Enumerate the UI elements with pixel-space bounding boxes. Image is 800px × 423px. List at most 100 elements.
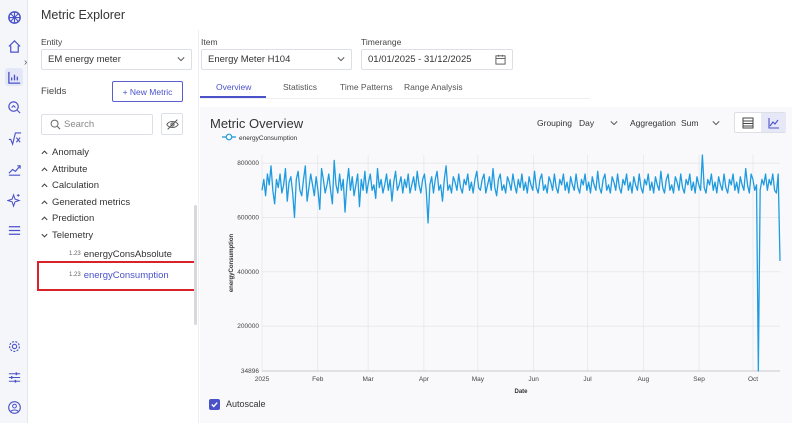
tab-range-analysis[interactable]: Range Analysis: [404, 82, 463, 92]
aggregation-label: Aggregation: [630, 118, 676, 128]
tree-group-prediction[interactable]: Prediction: [40, 211, 94, 225]
chart-title: Metric Overview: [210, 116, 304, 131]
active-tab-indicator: [200, 96, 266, 98]
home-icon[interactable]: [5, 37, 23, 55]
chart-axes: 34896 200000 400000 600000 800000 2025 Feb Mar A…: [237, 160, 780, 383]
sqrt-icon[interactable]: [5, 129, 23, 147]
search-input[interactable]: [64, 117, 150, 132]
chart-panel: [200, 107, 792, 423]
numeric-type-badge: 1.23: [69, 272, 81, 278]
tab-statistics[interactable]: Statistics: [283, 82, 318, 92]
tree-group-label: Telemetry: [52, 229, 94, 241]
x-tick-label: Feb: [312, 376, 324, 383]
chevron-down-icon: [610, 121, 618, 126]
legend-marker: [225, 133, 233, 141]
chevron-up-icon: [41, 199, 48, 204]
tree-group-calculation[interactable]: Calculation: [40, 178, 99, 192]
search-analytics-icon[interactable]: [5, 98, 23, 116]
y-axis-title: energyConsumption: [229, 234, 235, 293]
x-tick-label: 2025: [255, 376, 270, 383]
field-energy-consumption[interactable]: 1.23 energyConsumption: [69, 268, 169, 282]
gear-icon[interactable]: [5, 337, 23, 355]
toggle-hidden-fields-button[interactable]: [161, 113, 183, 135]
aggregation-value: Sum: [681, 118, 699, 128]
legend-series-label: energyConsumption: [239, 135, 298, 142]
chevron-down-icon: [177, 57, 185, 62]
field-energy-cons-absolute[interactable]: 1.23 energyConsAbsolute: [69, 247, 172, 261]
y-tick-label: 400000: [237, 269, 259, 276]
tree-group-attribute[interactable]: Attribute: [40, 162, 87, 176]
app-logo-icon[interactable]: [5, 8, 23, 26]
chevron-up-icon: [41, 215, 48, 220]
tree-group-label: Generated metrics: [52, 196, 131, 208]
chevron-down-icon: [41, 233, 48, 238]
autoscale-label: Autoscale: [226, 399, 266, 409]
tree-group-label: Prediction: [52, 212, 95, 224]
table-icon: [742, 117, 754, 128]
chart-gridlines: [261, 155, 780, 372]
timerange-picker[interactable]: 01/01/2025 - 31/12/2025: [361, 49, 513, 70]
chart-view-button[interactable]: [761, 113, 786, 132]
field-search[interactable]: [41, 114, 153, 135]
x-tick-label: Aug: [638, 376, 650, 383]
entity-label: Entity: [41, 37, 63, 47]
fields-heading: Fields: [41, 86, 67, 97]
user-icon[interactable]: [5, 398, 23, 416]
tree-group-label: Calculation: [52, 179, 99, 191]
trend-icon[interactable]: [5, 160, 23, 178]
x-tick-label: Apr: [419, 376, 430, 383]
item-label: Item: [201, 37, 218, 47]
series-line-energyconsumption: [261, 154, 781, 372]
chevron-up-icon: [41, 166, 48, 171]
x-tick-label: Jun: [528, 376, 539, 383]
panel-divider: [198, 30, 199, 423]
chevron-down-icon: [712, 121, 720, 126]
new-metric-button[interactable]: + New Metric: [112, 81, 183, 102]
autoscale-checkbox[interactable]: [209, 399, 220, 410]
field-label: energyConsAbsolute: [83, 248, 172, 260]
item-select[interactable]: Energy Meter H104: [201, 49, 352, 70]
chart-icon[interactable]: [5, 68, 23, 86]
menu-icon[interactable]: [5, 221, 23, 239]
tree-group-telemetry[interactable]: Telemetry: [40, 228, 93, 242]
y-tick-label: 600000: [237, 214, 259, 221]
x-tick-label: Jul: [583, 376, 592, 383]
item-select-value: Energy Meter H104: [208, 54, 291, 65]
timerange-label: Timerange: [361, 37, 402, 47]
x-axis-title: Date: [514, 389, 528, 395]
line-chart-icon: [767, 117, 779, 129]
page-title: Metric Explorer: [41, 8, 126, 22]
chevron-up-icon: [41, 182, 48, 187]
grouping-select[interactable]: Day: [579, 118, 619, 128]
tree-group-anomaly[interactable]: Anomaly: [40, 145, 89, 159]
tree-group-generated-metrics[interactable]: Generated metrics: [40, 195, 130, 209]
y-tick-label: 200000: [237, 323, 259, 330]
table-view-button[interactable]: [735, 113, 761, 132]
grouping-label: Grouping: [537, 118, 572, 128]
sparkle-icon[interactable]: [5, 191, 23, 209]
x-tick-label: Oct: [748, 376, 758, 383]
chevron-down-icon: [337, 57, 345, 62]
line-chart[interactable]: 34896 200000 400000 600000 800000 2025 Feb Mar A…: [200, 130, 792, 398]
selection-highlight: [37, 261, 196, 291]
grouping-value: Day: [579, 118, 595, 128]
fields-scrollbar[interactable]: [194, 205, 197, 325]
tree-group-label: Anomaly: [52, 146, 89, 158]
aggregation-select[interactable]: Sum: [681, 118, 721, 128]
eye-off-icon: [165, 118, 179, 130]
numeric-type-badge: 1.23: [69, 251, 81, 257]
calendar-icon[interactable]: [495, 54, 506, 65]
x-tick-label: Sep: [693, 376, 705, 383]
sliders-icon[interactable]: [5, 368, 23, 386]
entity-select[interactable]: EM energy meter: [41, 49, 192, 70]
tabs-divider: [200, 98, 590, 99]
y-tick-label: 800000: [237, 160, 259, 167]
field-label: energyConsumption: [83, 269, 169, 281]
chevron-up-icon: [41, 149, 48, 154]
expand-panel-chevron-icon[interactable]: ›: [24, 57, 28, 68]
tab-overview[interactable]: Overview: [216, 82, 252, 92]
timerange-value: 01/01/2025 - 31/12/2025: [368, 54, 472, 65]
tab-time-patterns[interactable]: Time Patterns: [340, 82, 393, 92]
chart-legend[interactable]: energyConsumption: [222, 133, 298, 142]
side-navigation-rail: [0, 0, 28, 423]
